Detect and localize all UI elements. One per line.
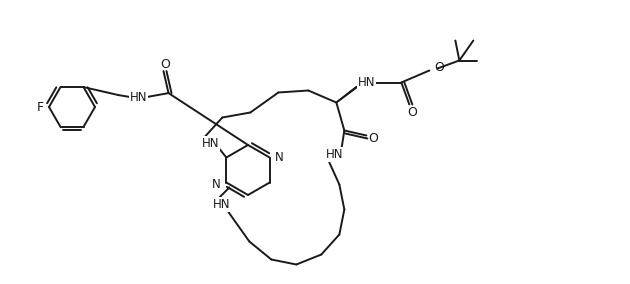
Text: O: O — [161, 58, 171, 71]
Text: HN: HN — [358, 76, 375, 89]
Text: HN: HN — [212, 198, 230, 211]
Text: O: O — [408, 106, 417, 119]
Text: HN: HN — [130, 91, 147, 104]
Text: N: N — [275, 151, 284, 164]
Text: HN: HN — [202, 137, 219, 150]
Text: F: F — [37, 101, 44, 114]
Text: HN: HN — [326, 148, 343, 161]
Text: N: N — [212, 178, 220, 191]
Text: O: O — [434, 61, 444, 74]
Text: O: O — [369, 132, 378, 145]
